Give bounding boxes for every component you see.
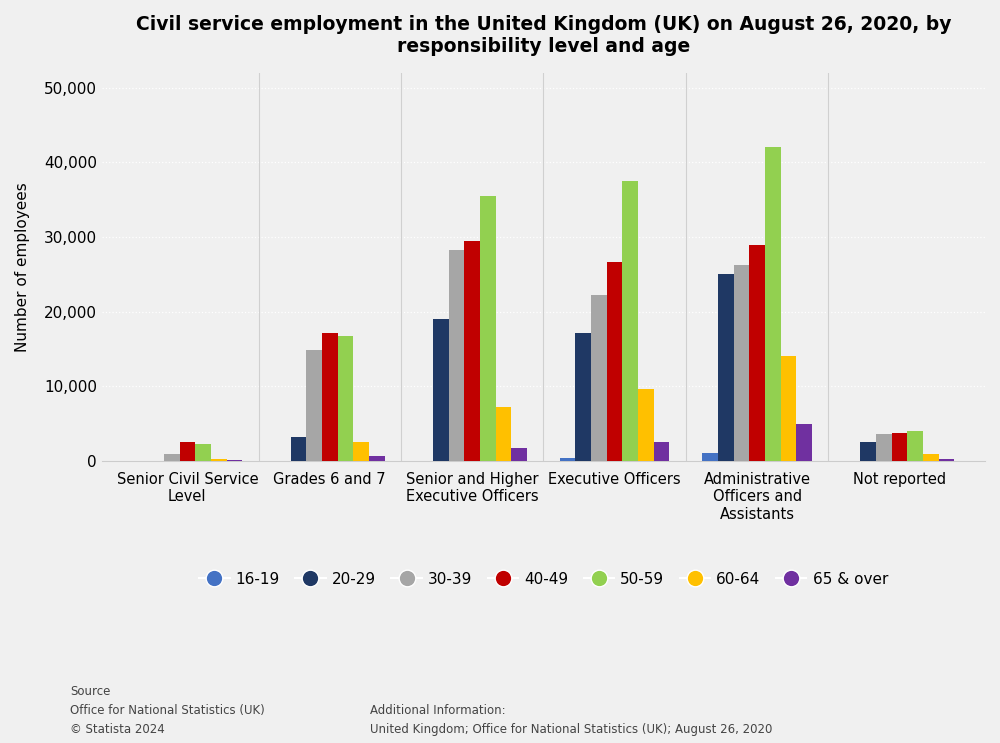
Bar	[560, 458, 575, 461]
Bar	[607, 262, 622, 461]
Bar	[876, 434, 892, 461]
Title: Civil service employment in the United Kingdom (UK) on August 26, 2020, by
respo: Civil service employment in the United K…	[136, 15, 951, 56]
Bar	[654, 442, 669, 461]
Bar	[765, 147, 781, 461]
Bar	[338, 336, 353, 461]
Bar	[781, 357, 796, 461]
Legend: 16-19, 20-29, 30-39, 40-49, 50-59, 60-64, 65 & over: 16-19, 20-29, 30-39, 40-49, 50-59, 60-64…	[193, 565, 894, 593]
Bar	[638, 389, 654, 461]
Bar	[796, 424, 812, 461]
Bar	[591, 294, 607, 461]
Bar	[511, 448, 527, 461]
Y-axis label: Number of employees: Number of employees	[15, 182, 30, 351]
Bar	[449, 250, 464, 461]
Bar	[718, 274, 734, 461]
Bar	[939, 459, 954, 461]
Bar	[464, 241, 480, 461]
Bar	[195, 444, 211, 461]
Bar	[622, 181, 638, 461]
Bar	[734, 265, 749, 461]
Text: Source
Office for National Statistics (UK)
© Statista 2024: Source Office for National Statistics (U…	[70, 684, 265, 736]
Bar	[860, 442, 876, 461]
Bar	[749, 245, 765, 461]
Bar	[227, 460, 242, 461]
Bar	[164, 454, 180, 461]
Bar	[369, 455, 385, 461]
Bar	[907, 431, 923, 461]
Bar	[306, 351, 322, 461]
Bar	[923, 454, 939, 461]
Text: Additional Information:
United Kingdom; Office for National Statistics (UK); Aug: Additional Information: United Kingdom; …	[370, 704, 772, 736]
Bar	[892, 432, 907, 461]
Bar	[180, 442, 195, 461]
Bar	[211, 459, 227, 461]
Bar	[291, 437, 306, 461]
Bar	[702, 453, 718, 461]
Bar	[480, 196, 496, 461]
Bar	[575, 333, 591, 461]
Bar	[433, 319, 449, 461]
Bar	[322, 333, 338, 461]
Bar	[496, 407, 511, 461]
Bar	[353, 441, 369, 461]
